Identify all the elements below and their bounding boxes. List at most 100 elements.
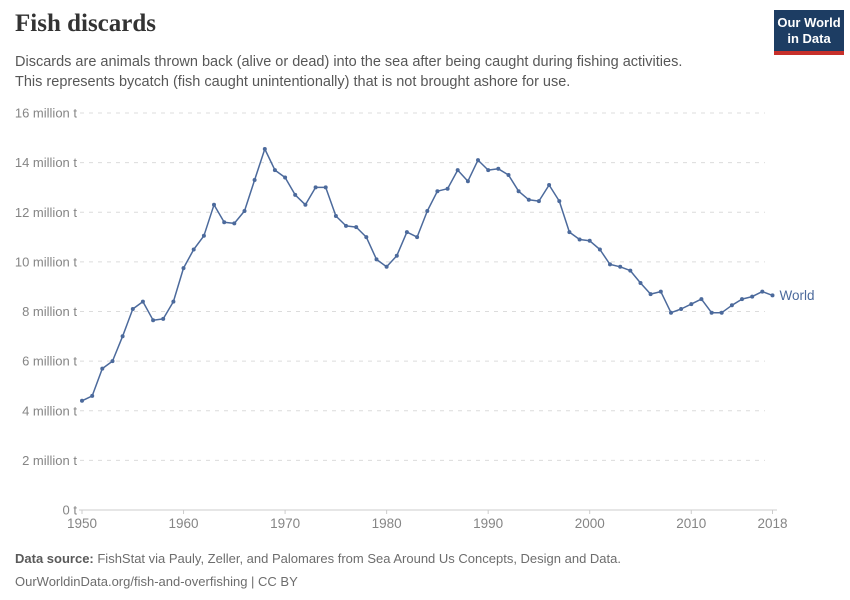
data-point[interactable] xyxy=(567,230,572,235)
owid-logo[interactable]: Our World in Data xyxy=(774,10,844,55)
data-point[interactable] xyxy=(536,199,541,204)
subtitle-line-1: Discards are animals thrown back (alive … xyxy=(15,54,683,70)
data-point[interactable] xyxy=(374,257,379,262)
x-axis-tick-label: 1990 xyxy=(473,516,503,531)
data-point[interactable] xyxy=(201,233,206,238)
data-point[interactable] xyxy=(516,189,521,194)
data-point[interactable] xyxy=(161,316,166,321)
data-source-label: Data source: xyxy=(15,551,94,566)
data-point[interactable] xyxy=(435,189,440,194)
x-axis-tick-label: 2018 xyxy=(757,516,787,531)
series-label-world[interactable]: World xyxy=(780,288,815,303)
data-point[interactable] xyxy=(638,281,643,285)
data-point[interactable] xyxy=(140,299,145,304)
data-point[interactable] xyxy=(212,202,216,207)
data-source-line: Data source: FishStat via Pauly, Zeller,… xyxy=(15,547,621,570)
data-point[interactable] xyxy=(222,220,227,225)
data-point[interactable] xyxy=(425,209,430,213)
data-point[interactable] xyxy=(729,303,734,308)
data-point[interactable] xyxy=(262,147,267,151)
chart-footer: Data source: FishStat via Pauly, Zeller,… xyxy=(15,547,621,593)
data-point[interactable] xyxy=(404,230,409,235)
y-axis-tick-label: 0 t xyxy=(63,503,78,518)
data-point[interactable] xyxy=(120,334,125,339)
data-point[interactable] xyxy=(364,235,369,240)
data-point[interactable] xyxy=(506,173,511,177)
data-point[interactable] xyxy=(293,192,298,197)
y-axis-tick-label: 12 million t xyxy=(15,205,78,220)
data-point[interactable] xyxy=(648,292,653,297)
data-point[interactable] xyxy=(658,289,663,294)
data-point[interactable] xyxy=(719,310,724,315)
data-point[interactable] xyxy=(526,197,531,202)
data-point[interactable] xyxy=(465,179,470,184)
data-point[interactable] xyxy=(476,158,480,163)
y-axis-tick-label: 2 million t xyxy=(22,453,77,468)
x-axis-tick-label: 1980 xyxy=(372,516,402,531)
chart-subtitle: Discards are animals thrown back (alive … xyxy=(15,52,682,92)
data-point[interactable] xyxy=(100,366,105,371)
data-point[interactable] xyxy=(313,185,318,190)
data-point[interactable] xyxy=(191,247,196,252)
data-point[interactable] xyxy=(333,214,338,218)
data-point[interactable] xyxy=(496,166,501,171)
y-axis-tick-label: 6 million t xyxy=(22,354,77,369)
data-point[interactable] xyxy=(689,302,694,307)
data-point[interactable] xyxy=(445,186,450,191)
line-chart-canvas[interactable]: 0 t 2 million t 4 million t 6 million t 8 mi… xyxy=(0,97,850,545)
data-point[interactable] xyxy=(354,225,359,230)
data-point[interactable] xyxy=(303,202,308,207)
data-point[interactable] xyxy=(587,238,592,243)
data-point[interactable] xyxy=(709,310,714,315)
owid-logo-line2: in Data xyxy=(787,31,831,46)
y-axis-tick-label: 10 million t xyxy=(15,254,78,269)
data-point[interactable] xyxy=(323,185,328,190)
data-point[interactable] xyxy=(232,221,237,226)
x-axis-tick-label: 2000 xyxy=(575,516,605,531)
data-point[interactable] xyxy=(628,268,633,273)
data-point[interactable] xyxy=(283,175,288,180)
data-point[interactable] xyxy=(608,262,612,267)
data-point[interactable] xyxy=(760,289,765,294)
data-point[interactable] xyxy=(90,393,95,398)
y-axis-tick-label: 8 million t xyxy=(22,304,77,319)
y-axis-tick-label: 14 million t xyxy=(15,155,78,170)
y-axis-tick-label: 16 million t xyxy=(15,106,78,121)
data-point[interactable] xyxy=(577,237,582,242)
data-point[interactable] xyxy=(110,359,115,364)
data-point[interactable] xyxy=(272,168,277,173)
data-point[interactable] xyxy=(130,307,135,311)
data-point[interactable] xyxy=(699,297,704,302)
data-point[interactable] xyxy=(415,235,420,240)
data-point[interactable] xyxy=(171,299,176,304)
owid-logo-line1: Our World xyxy=(777,15,841,30)
data-point[interactable] xyxy=(557,199,562,204)
data-point[interactable] xyxy=(242,209,247,213)
data-point[interactable] xyxy=(80,398,84,403)
x-axis-tick-label: 1950 xyxy=(67,516,97,531)
data-point[interactable] xyxy=(618,264,623,269)
data-point[interactable] xyxy=(394,253,399,258)
x-axis-tick-label: 1970 xyxy=(270,516,300,531)
data-point[interactable] xyxy=(770,293,775,298)
page-title: Fish discards xyxy=(15,10,157,37)
data-point[interactable] xyxy=(344,223,348,228)
data-point[interactable] xyxy=(597,247,602,252)
data-point[interactable] xyxy=(547,183,552,187)
data-point[interactable] xyxy=(486,168,491,173)
data-point[interactable] xyxy=(181,266,186,271)
owid-url-link[interactable]: OurWorldinData.org/fish-and-overfishing … xyxy=(15,574,298,589)
y-axis-tick-label: 4 million t xyxy=(22,403,77,418)
data-source-text: FishStat via Pauly, Zeller, and Palomare… xyxy=(93,551,621,566)
data-point[interactable] xyxy=(151,318,156,323)
data-point[interactable] xyxy=(750,294,755,299)
world-series-line[interactable] xyxy=(81,148,773,402)
data-point[interactable] xyxy=(679,307,684,311)
data-point[interactable] xyxy=(384,264,389,269)
x-axis-tick-label: 1960 xyxy=(169,516,199,531)
data-point[interactable] xyxy=(740,297,744,302)
data-point[interactable] xyxy=(669,310,673,315)
data-point[interactable] xyxy=(252,178,257,182)
data-point[interactable] xyxy=(455,168,460,173)
